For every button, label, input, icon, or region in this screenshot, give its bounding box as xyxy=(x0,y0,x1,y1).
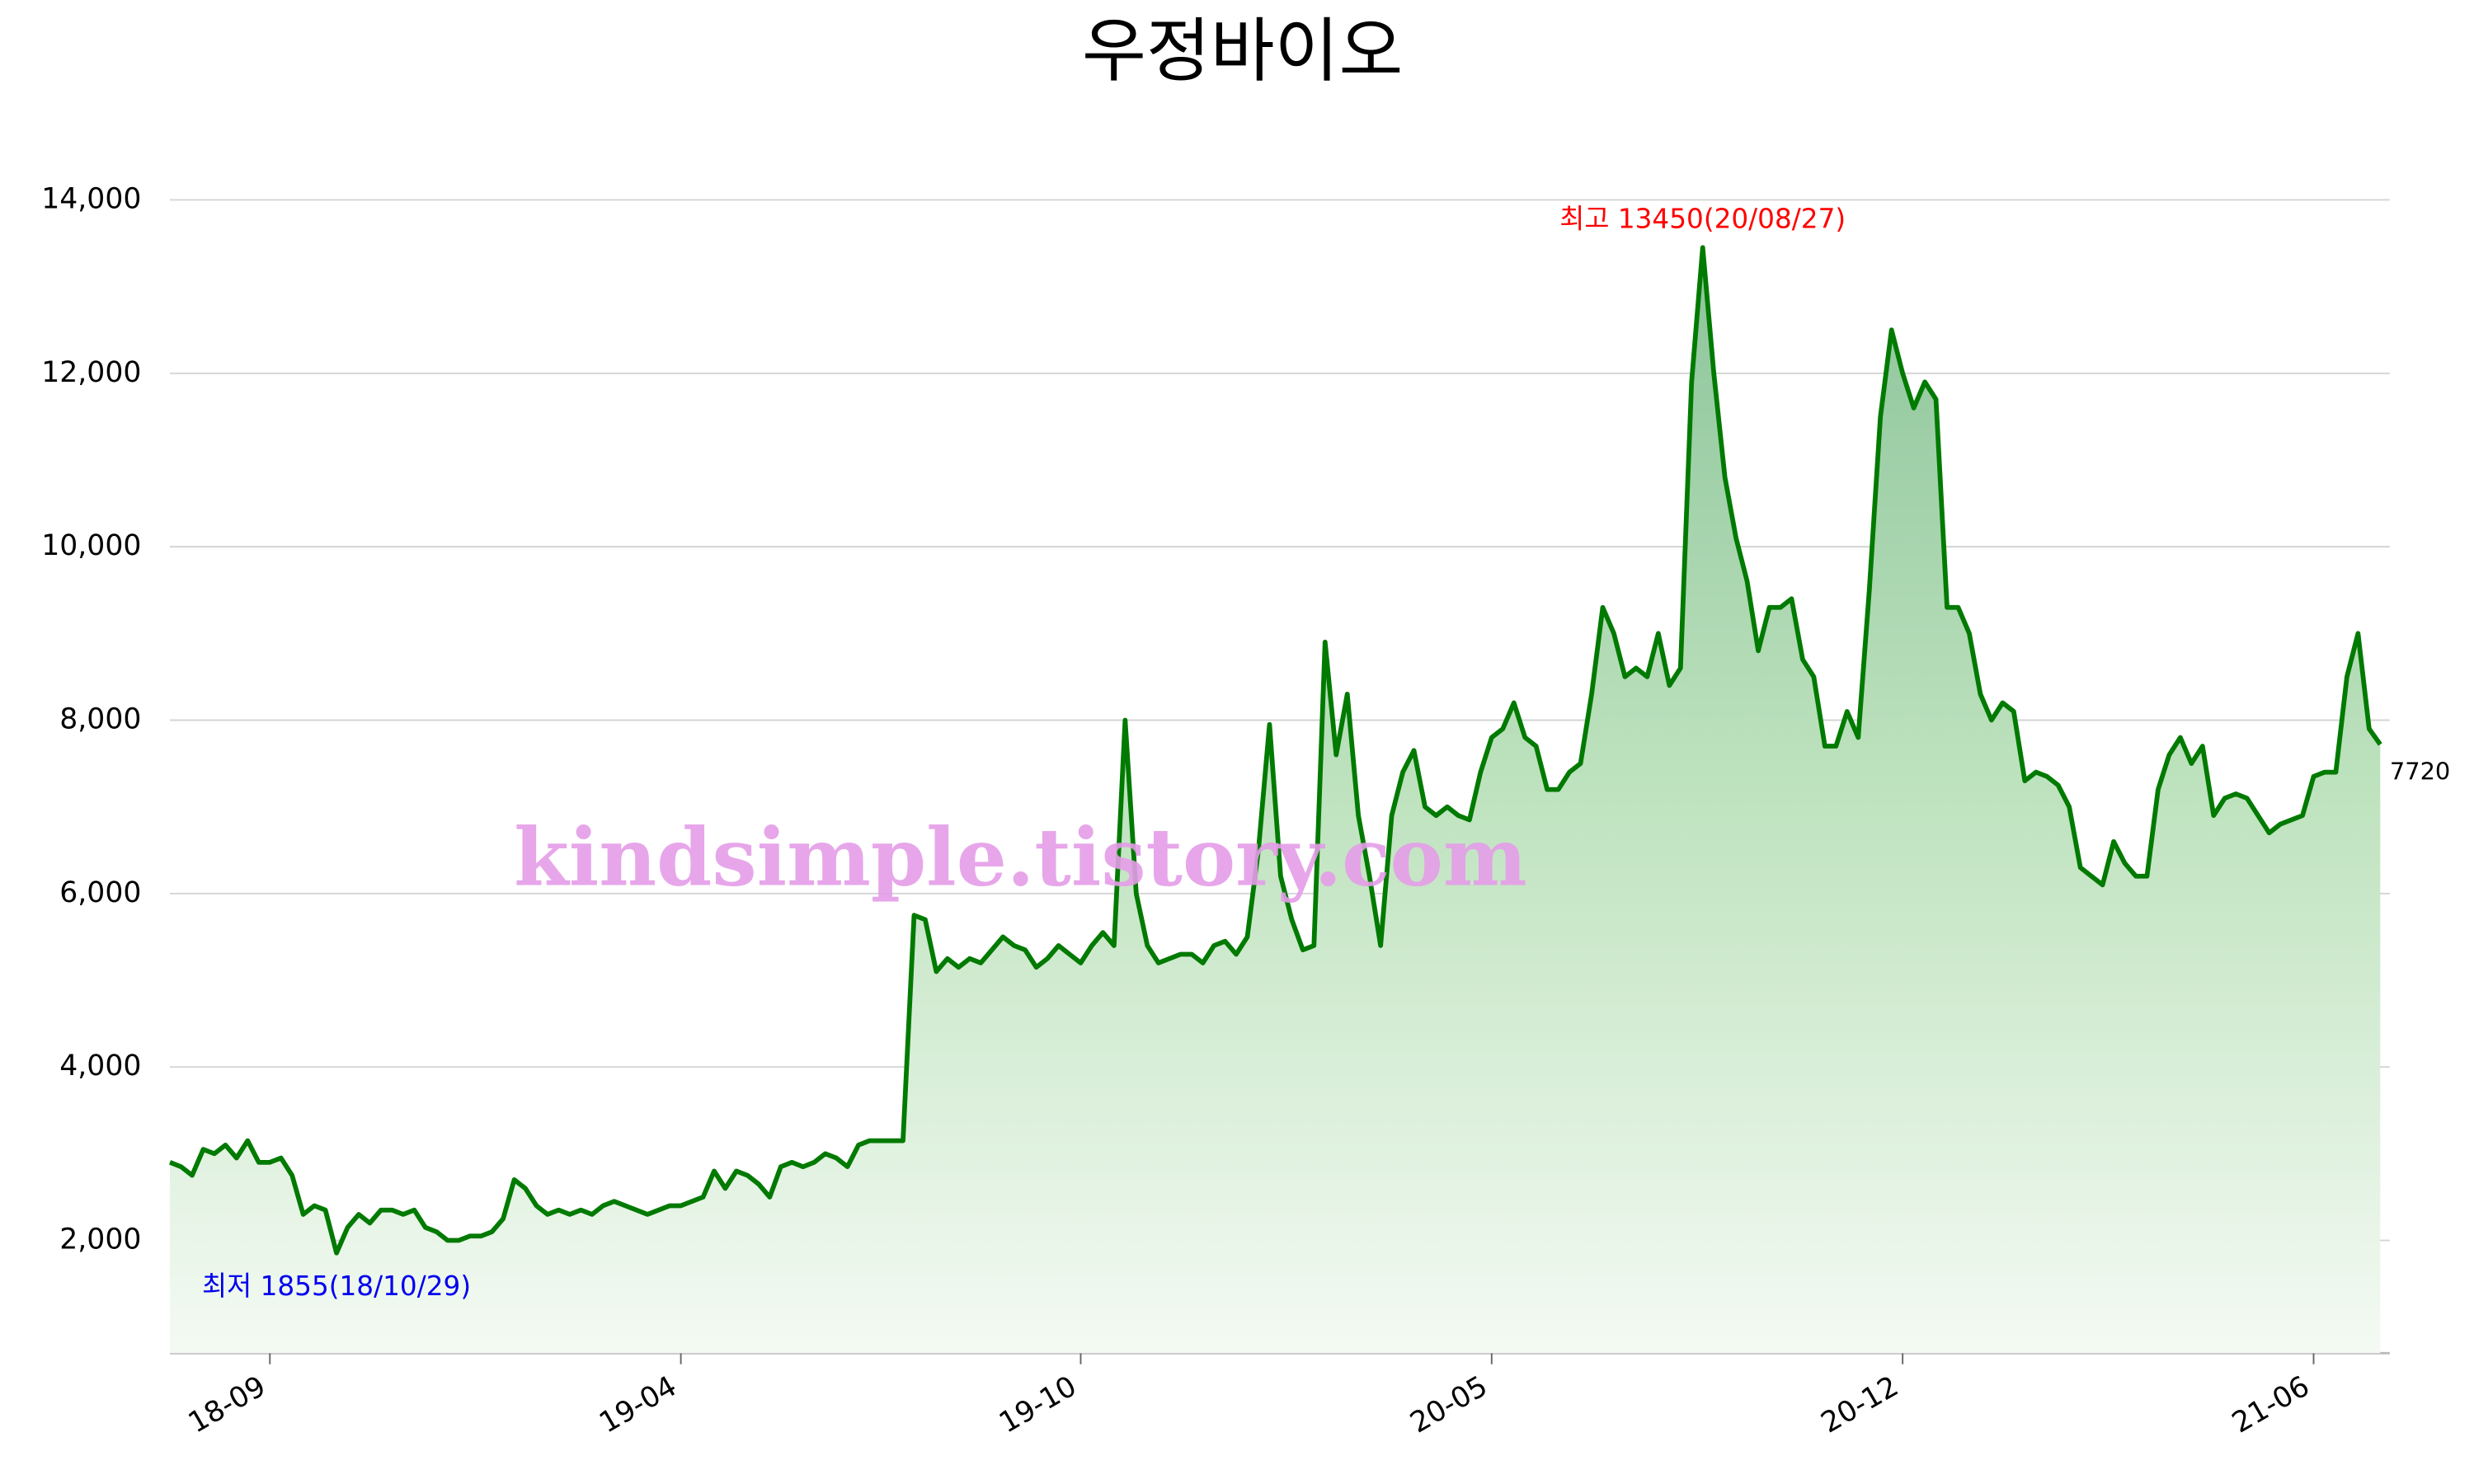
last-value-label: 7720 xyxy=(2390,758,2450,786)
price-line xyxy=(168,245,2382,1256)
y-tick-label: 6,000 xyxy=(59,876,141,909)
y-tick-label: 2,000 xyxy=(59,1223,141,1256)
chart-title: 우정바이오 xyxy=(1082,10,1403,92)
watermark: kindsimple.tistory.com xyxy=(514,810,1527,904)
y-tick-label: 12,000 xyxy=(41,356,141,389)
y-tick-label: 14,000 xyxy=(41,182,141,215)
y-tick-label: 4,000 xyxy=(59,1050,141,1082)
y-tick-label: 10,000 xyxy=(41,529,141,562)
y-tick-label: 8,000 xyxy=(59,702,141,735)
low-annotation: 최저 1855(18/10/29) xyxy=(202,1270,471,1302)
high-annotation: 최고 13450(20/08/27) xyxy=(1559,204,1846,235)
